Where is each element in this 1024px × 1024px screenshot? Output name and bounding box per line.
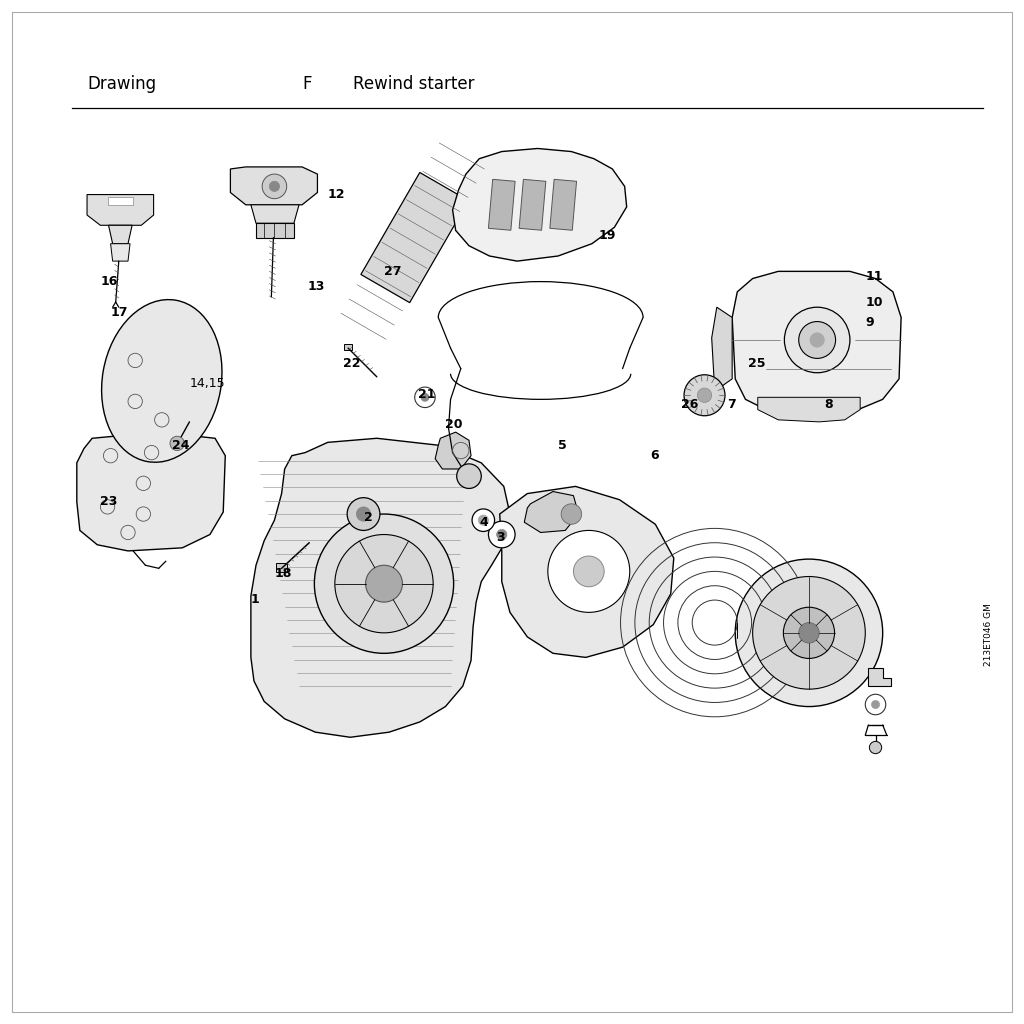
Circle shape [314, 514, 454, 653]
Polygon shape [524, 492, 579, 532]
Text: 6: 6 [650, 450, 658, 462]
Polygon shape [868, 668, 891, 686]
Text: 19: 19 [599, 229, 616, 242]
Text: 18: 18 [274, 567, 292, 580]
Polygon shape [77, 432, 225, 551]
Text: 24: 24 [172, 439, 189, 452]
Circle shape [497, 529, 507, 540]
Circle shape [262, 174, 287, 199]
Polygon shape [758, 397, 860, 422]
Polygon shape [500, 486, 674, 657]
Polygon shape [550, 179, 577, 230]
Text: 4: 4 [479, 516, 488, 528]
Text: 7: 7 [727, 398, 736, 411]
Circle shape [735, 559, 883, 707]
Polygon shape [360, 172, 469, 303]
Circle shape [799, 322, 836, 358]
Circle shape [335, 535, 433, 633]
Text: 16: 16 [100, 275, 118, 288]
Circle shape [478, 515, 488, 525]
Polygon shape [453, 148, 627, 261]
Polygon shape [251, 205, 299, 223]
Circle shape [799, 623, 819, 643]
Circle shape [561, 504, 582, 524]
Polygon shape [435, 432, 471, 469]
Polygon shape [732, 271, 901, 410]
Text: 1: 1 [251, 593, 260, 605]
Text: 21: 21 [418, 388, 435, 400]
Circle shape [488, 521, 515, 548]
Text: 213ET046 GM: 213ET046 GM [984, 603, 992, 667]
Text: 5: 5 [558, 439, 567, 452]
Text: Rewind starter: Rewind starter [353, 75, 475, 93]
Text: 23: 23 [100, 496, 118, 508]
Text: 20: 20 [445, 419, 463, 431]
Text: Drawing: Drawing [87, 75, 157, 93]
Circle shape [869, 741, 882, 754]
Text: 22: 22 [343, 357, 360, 370]
Text: 27: 27 [384, 265, 401, 278]
Polygon shape [109, 225, 132, 244]
Circle shape [472, 509, 495, 531]
Ellipse shape [101, 300, 222, 462]
Circle shape [783, 607, 835, 658]
Text: 14,15: 14,15 [189, 378, 225, 390]
Polygon shape [108, 197, 133, 205]
Polygon shape [519, 179, 546, 230]
Polygon shape [230, 167, 317, 205]
Polygon shape [256, 223, 294, 238]
Circle shape [356, 507, 371, 521]
Text: 17: 17 [111, 306, 128, 318]
Circle shape [573, 556, 604, 587]
Circle shape [421, 393, 429, 401]
Circle shape [548, 530, 630, 612]
Polygon shape [344, 344, 352, 350]
Circle shape [810, 333, 824, 347]
Circle shape [269, 181, 280, 191]
Circle shape [170, 436, 184, 451]
Polygon shape [276, 563, 287, 572]
Text: 10: 10 [865, 296, 883, 308]
Circle shape [697, 388, 712, 402]
Text: 3: 3 [497, 531, 505, 544]
Circle shape [457, 464, 481, 488]
Text: 13: 13 [307, 281, 325, 293]
Polygon shape [488, 179, 515, 230]
Circle shape [753, 577, 865, 689]
Text: 9: 9 [865, 316, 873, 329]
Text: 8: 8 [824, 398, 833, 411]
Polygon shape [87, 195, 154, 225]
Text: 25: 25 [748, 357, 765, 370]
Circle shape [684, 375, 725, 416]
Polygon shape [712, 307, 732, 391]
Circle shape [347, 498, 380, 530]
Circle shape [871, 700, 880, 709]
Polygon shape [111, 244, 130, 261]
Text: F: F [302, 75, 311, 93]
Text: 11: 11 [865, 270, 883, 283]
Polygon shape [251, 438, 510, 737]
Text: 26: 26 [681, 398, 698, 411]
Text: 12: 12 [328, 188, 345, 201]
Text: 2: 2 [364, 511, 373, 523]
Circle shape [784, 307, 850, 373]
Circle shape [366, 565, 402, 602]
